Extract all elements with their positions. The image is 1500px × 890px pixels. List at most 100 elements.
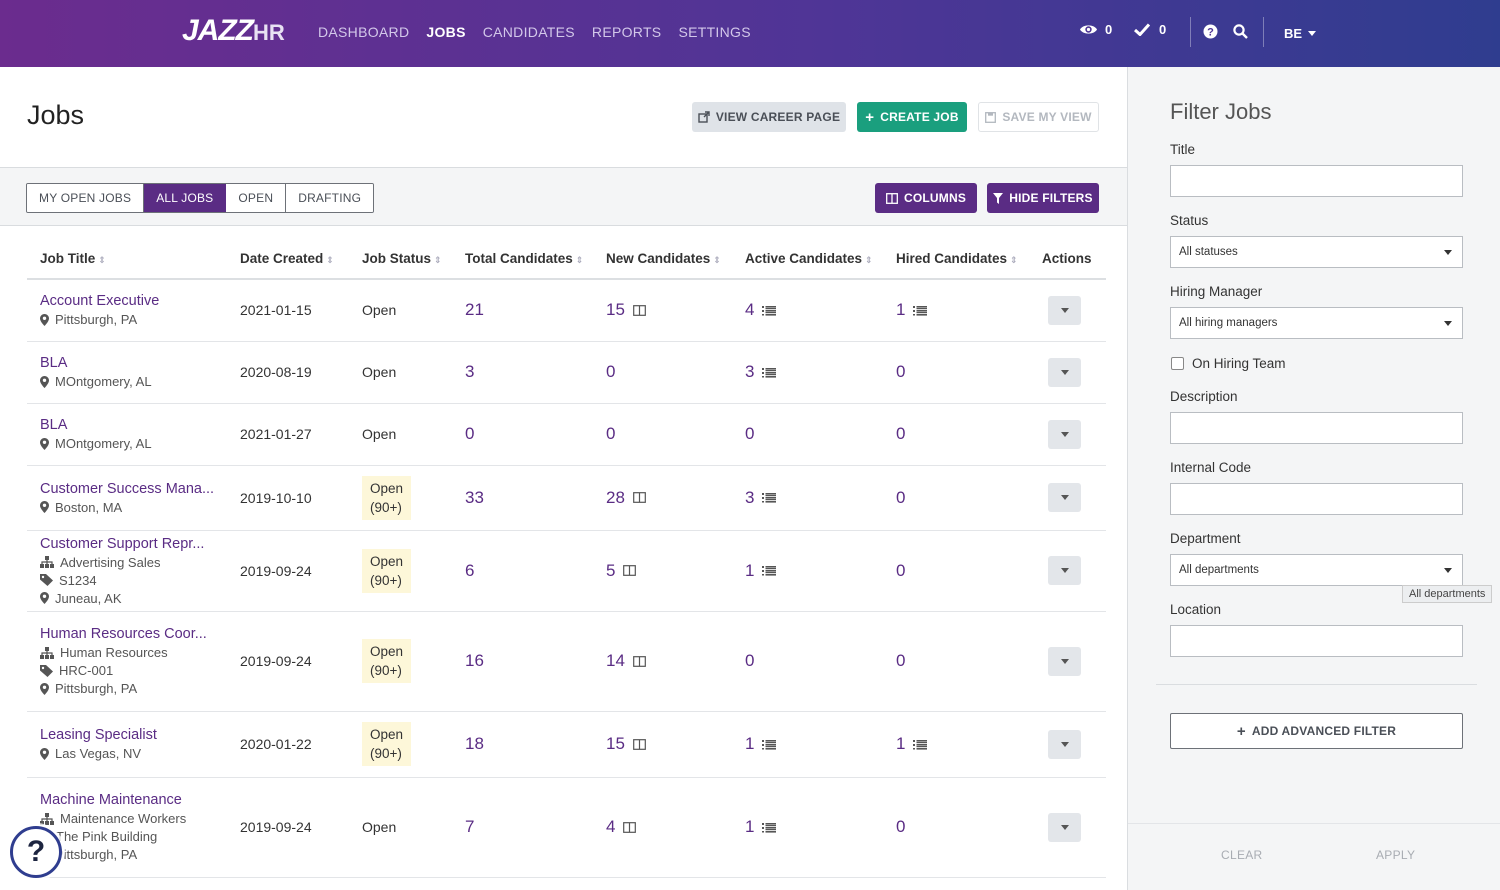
help-widget-button[interactable]: ? — [10, 826, 62, 878]
table-row[interactable]: Leasing Specialist Las Vegas, NV 2020-01-2… — [27, 711, 1106, 778]
hired-candidates-link[interactable]: 0 — [896, 424, 906, 443]
nav-link-dashboard[interactable]: DASHBOARD — [318, 24, 410, 40]
internal-code-filter-input[interactable] — [1170, 483, 1463, 515]
hide-filters-button[interactable]: HIDE FILTERS — [987, 183, 1099, 213]
new-candidates-link[interactable]: 28 — [606, 487, 625, 507]
sort-icon[interactable]: ⇕ — [713, 255, 721, 265]
new-candidates-link[interactable]: 14 — [606, 651, 625, 670]
column-header-job-title[interactable]: Job Title ⇕ — [27, 239, 227, 280]
board-icon[interactable] — [633, 492, 646, 503]
nav-link-settings[interactable]: SETTINGS — [678, 24, 751, 40]
total-candidates-link[interactable]: 16 — [465, 651, 484, 670]
location-filter-input[interactable] — [1170, 625, 1463, 657]
nav-link-jobs[interactable]: JOBS — [426, 24, 466, 40]
total-candidates-link[interactable]: 6 — [465, 560, 475, 580]
board-icon[interactable] — [633, 304, 646, 316]
sort-icon[interactable]: ⇕ — [434, 255, 442, 265]
table-row[interactable]: Customer Success Mana... Boston, MA 2019-1… — [27, 465, 1106, 531]
job-title-link[interactable]: BLA — [40, 355, 68, 371]
hired-candidates-link[interactable]: 0 — [896, 560, 906, 580]
watch-counter[interactable]: 0 — [1079, 22, 1112, 37]
active-candidates-link[interactable]: 1 — [745, 817, 755, 836]
list-icon[interactable] — [762, 367, 777, 378]
hired-candidates-link[interactable]: 1 — [896, 734, 906, 753]
total-candidates-link[interactable]: 7 — [465, 817, 475, 836]
new-candidates-link[interactable]: 5 — [606, 560, 616, 580]
active-candidates-link[interactable]: 1 — [745, 734, 755, 753]
active-candidates-link[interactable]: 4 — [745, 300, 755, 320]
row-actions-dropdown[interactable] — [1048, 357, 1081, 387]
apply-button[interactable]: APPLY — [1376, 848, 1416, 862]
tab-all-jobs[interactable]: ALL JOBS — [144, 184, 227, 212]
row-actions-dropdown[interactable] — [1048, 812, 1081, 842]
description-filter-input[interactable] — [1170, 412, 1463, 444]
search-button[interactable] — [1233, 24, 1248, 39]
column-header-date-created[interactable]: Date Created ⇕ — [227, 239, 349, 280]
new-candidates-link[interactable]: 0 — [606, 362, 616, 381]
active-candidates-link[interactable]: 0 — [745, 424, 755, 443]
view-career-page-button[interactable]: VIEW CAREER PAGE — [692, 102, 846, 132]
column-header-job-status[interactable]: Job Status ⇕ — [349, 239, 452, 280]
active-candidates-link[interactable]: 3 — [745, 487, 755, 507]
table-row[interactable]: Customer Support Repr... Advertising Sale… — [27, 530, 1106, 612]
on-hiring-team-option[interactable]: On Hiring Team — [1171, 356, 1286, 371]
hiring-manager-filter-select[interactable]: All hiring managers — [1170, 307, 1463, 339]
column-header-active-candidates[interactable]: Active Candidates ⇕ — [732, 239, 883, 280]
job-title-link[interactable]: BLA — [40, 417, 68, 433]
active-candidates-link[interactable]: 1 — [745, 560, 755, 580]
hired-candidates-link[interactable]: 0 — [896, 651, 906, 670]
new-candidates-link[interactable]: 15 — [606, 734, 625, 753]
total-candidates-link[interactable]: 3 — [465, 362, 475, 381]
board-icon[interactable] — [623, 821, 637, 833]
department-filter-select[interactable]: All departments — [1170, 554, 1463, 586]
hired-candidates-link[interactable]: 0 — [896, 487, 906, 507]
status-filter-select[interactable]: All statuses — [1170, 236, 1463, 268]
table-row[interactable]: Human Resources Coor... Human Resources HR… — [27, 611, 1106, 712]
total-candidates-link[interactable]: 33 — [465, 487, 484, 507]
title-filter-input[interactable] — [1170, 165, 1463, 197]
job-title-link[interactable]: Leasing Specialist — [40, 727, 157, 743]
create-job-button[interactable]: + CREATE JOB — [857, 102, 967, 132]
check-counter[interactable]: 0 — [1134, 22, 1166, 37]
list-icon[interactable] — [913, 739, 928, 750]
job-title-link[interactable]: Customer Success Mana... — [40, 480, 215, 497]
board-icon[interactable] — [633, 655, 646, 667]
sort-icon[interactable]: ⇕ — [1010, 255, 1018, 265]
table-row[interactable]: BLA MOntgomery, AL 2021-01-27 Open 0 0 0 0 — [27, 403, 1106, 466]
sort-icon[interactable]: ⇕ — [98, 255, 106, 265]
column-header-hired-candidates[interactable]: Hired Candidates ⇕ — [883, 239, 1029, 280]
nav-link-candidates[interactable]: CANDIDATES — [482, 24, 575, 40]
jazzhr-logo[interactable]: JAZZHR — [182, 14, 285, 47]
row-actions-dropdown[interactable] — [1048, 556, 1081, 585]
column-header-total-candidates[interactable]: Total Candidates ⇕ — [452, 239, 593, 280]
new-candidates-link[interactable]: 0 — [606, 424, 616, 443]
sort-icon[interactable]: ⇕ — [326, 255, 334, 265]
list-icon[interactable] — [762, 822, 777, 833]
job-title-link[interactable]: Human Resources Coor... — [40, 626, 207, 642]
on-hiring-team-checkbox[interactable] — [1171, 357, 1184, 370]
hired-candidates-link[interactable]: 0 — [896, 817, 906, 836]
total-candidates-link[interactable]: 21 — [465, 300, 484, 320]
row-actions-dropdown[interactable] — [1048, 295, 1081, 325]
save-my-view-button[interactable]: SAVE MY VIEW — [978, 102, 1099, 132]
job-title-link[interactable]: Account Executive — [40, 293, 160, 310]
list-icon[interactable] — [762, 739, 777, 750]
row-actions-dropdown[interactable] — [1048, 483, 1081, 512]
total-candidates-link[interactable]: 18 — [465, 734, 484, 753]
tab-open[interactable]: OPEN — [226, 184, 287, 212]
user-menu[interactable]: BE — [1284, 26, 1317, 41]
nav-link-reports[interactable]: REPORTS — [591, 24, 662, 40]
clear-button[interactable]: CLEAR — [1221, 848, 1263, 862]
tab-my-open-jobs[interactable]: MY OPEN JOBS — [27, 184, 145, 212]
new-candidates-link[interactable]: 4 — [606, 817, 616, 836]
board-icon[interactable] — [633, 738, 646, 750]
sort-icon[interactable]: ⇕ — [575, 255, 584, 265]
sort-icon[interactable]: ⇕ — [865, 255, 873, 265]
job-title-link[interactable]: Machine Maintenance — [40, 792, 182, 808]
active-candidates-link[interactable]: 0 — [745, 651, 755, 670]
list-icon[interactable] — [913, 305, 928, 316]
table-row[interactable]: BLA MOntgomery, AL 2020-08-19 Open 3 0 3 0 — [27, 341, 1106, 404]
active-candidates-link[interactable]: 3 — [745, 362, 755, 381]
hired-candidates-link[interactable]: 1 — [896, 300, 906, 320]
new-candidates-link[interactable]: 15 — [606, 300, 625, 320]
